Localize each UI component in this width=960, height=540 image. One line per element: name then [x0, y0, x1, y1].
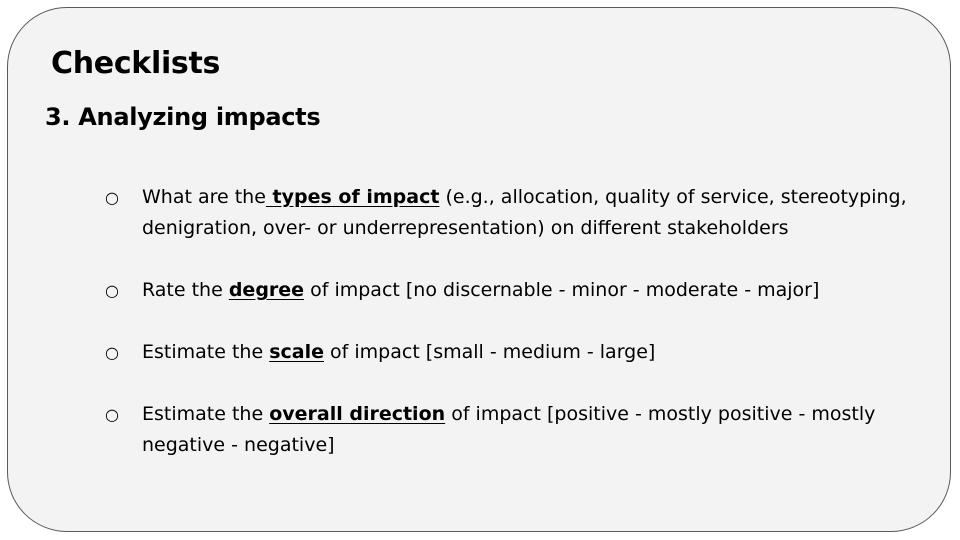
item-text-before: Estimate the: [142, 403, 270, 425]
hollow-circle-bullet-icon: ○: [105, 405, 119, 424]
item-keyword: types of impact: [265, 186, 440, 208]
checklist: ○ What are the types of impact (e.g., al…: [105, 182, 915, 492]
item-text-after: of impact [no discernable - minor - mode…: [304, 279, 820, 301]
item-text-before: What are the: [142, 186, 266, 208]
checklist-item-direction: ○ Estimate the overall direction of impa…: [105, 399, 915, 461]
item-text-before: Rate the: [142, 279, 229, 301]
slide-title: Checklists: [51, 46, 221, 81]
section-heading: 3. Analyzing impacts: [45, 103, 321, 131]
hollow-circle-bullet-icon: ○: [105, 188, 119, 207]
checklist-item-degree: ○ Rate the degree of impact [no discerna…: [105, 275, 915, 306]
item-text-after: of impact [positive - mostly positive - …: [142, 403, 876, 456]
item-text-before: Estimate the: [142, 341, 270, 363]
checklist-item-types: ○ What are the types of impact (e.g., al…: [105, 182, 915, 244]
item-text-after: of impact [small - medium - large]: [323, 341, 656, 363]
item-text-after: (e.g., allocation, quality of service, s…: [142, 186, 907, 239]
item-keyword: degree: [228, 279, 305, 301]
item-keyword: scale: [269, 341, 324, 363]
checklist-item-scale: ○ Estimate the scale of impact [small - …: [105, 337, 915, 368]
hollow-circle-bullet-icon: ○: [105, 343, 119, 362]
item-keyword: overall direction: [269, 403, 446, 425]
slide-panel: Checklists 3. Analyzing impacts ○ What a…: [7, 7, 951, 532]
hollow-circle-bullet-icon: ○: [105, 281, 119, 300]
